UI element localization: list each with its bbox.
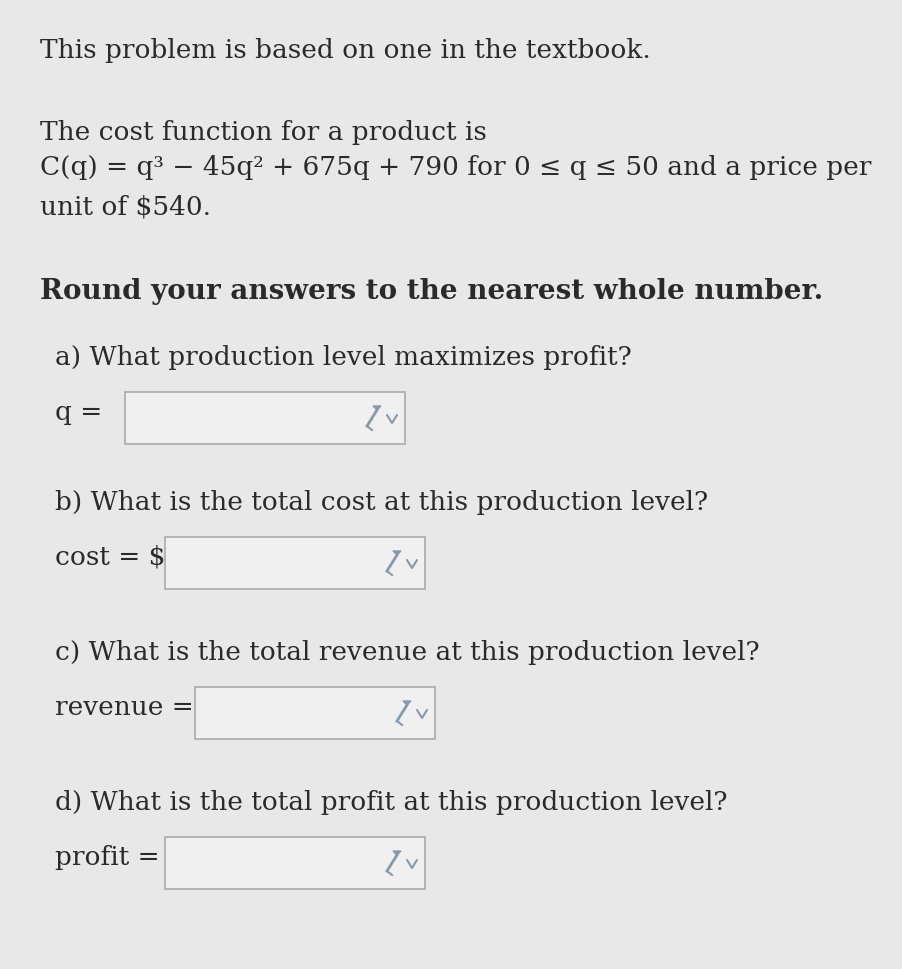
Text: profit = $: profit = $ (55, 844, 185, 869)
Text: Round your answers to the nearest whole number.: Round your answers to the nearest whole … (40, 278, 824, 304)
Text: a) What production level maximizes profit?: a) What production level maximizes profi… (55, 345, 631, 369)
Text: The cost function for a product is: The cost function for a product is (40, 120, 487, 144)
Polygon shape (373, 407, 381, 411)
FancyBboxPatch shape (195, 687, 435, 739)
Text: q =: q = (55, 399, 102, 424)
Text: unit of $540.: unit of $540. (40, 195, 211, 220)
Text: b) What is the total cost at this production level?: b) What is the total cost at this produc… (55, 489, 708, 515)
Polygon shape (403, 702, 411, 705)
Text: d) What is the total profit at this production level?: d) What is the total profit at this prod… (55, 789, 728, 814)
Text: cost = $: cost = $ (55, 545, 165, 570)
FancyBboxPatch shape (165, 538, 425, 589)
Text: This problem is based on one in the textbook.: This problem is based on one in the text… (40, 38, 650, 63)
FancyBboxPatch shape (165, 837, 425, 890)
Text: c) What is the total revenue at this production level?: c) What is the total revenue at this pro… (55, 640, 759, 665)
Polygon shape (393, 551, 401, 555)
Polygon shape (393, 851, 401, 855)
Text: revenue = $: revenue = $ (55, 694, 219, 719)
FancyBboxPatch shape (125, 392, 405, 445)
Text: C(q) = q³ − 45q² + 675q + 790 for 0 ≤ q ≤ 50 and a price per: C(q) = q³ − 45q² + 675q + 790 for 0 ≤ q … (40, 155, 871, 180)
